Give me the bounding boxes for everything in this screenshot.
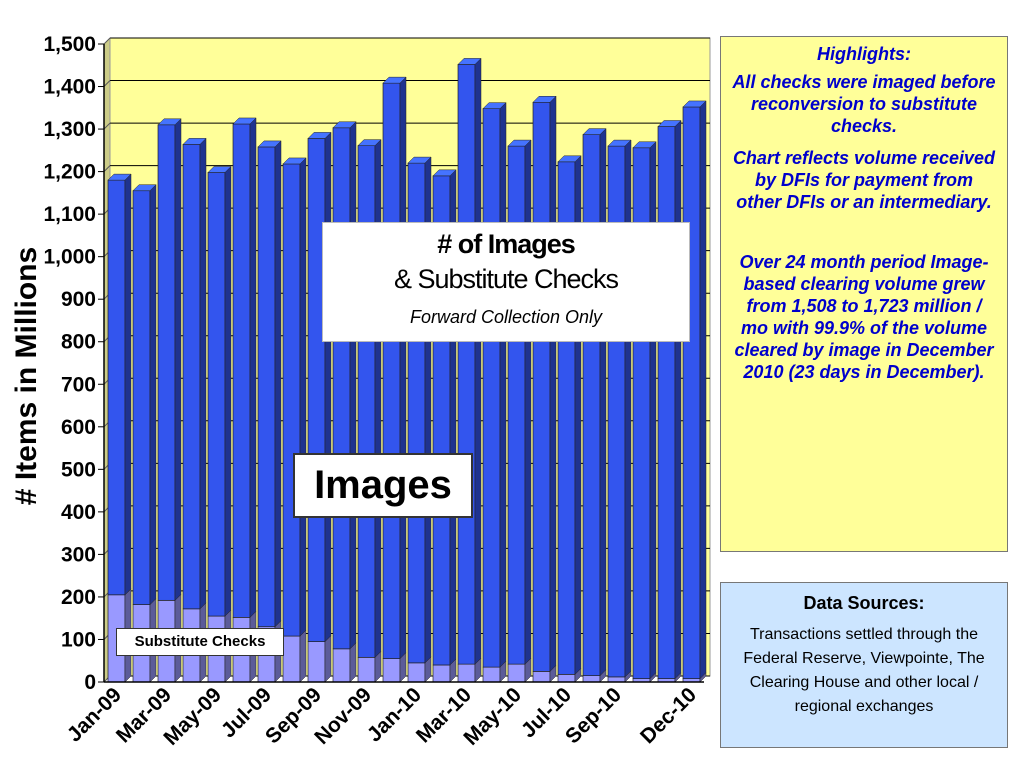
highlights-paragraph-1: All checks were imaged before reconversi…: [732, 72, 996, 136]
y-axis-label: # Items in Millions: [10, 247, 43, 505]
x-tick-label: Sep-10: [561, 683, 626, 748]
highlights-paragraph-3: Over 24 month period Image-based clearin…: [734, 252, 994, 382]
bar-images: [157, 118, 182, 601]
gridline-wall: [103, 37, 111, 45]
x-tick-label: Nov-09: [310, 683, 376, 749]
x-tick-label: Dec-10: [636, 683, 701, 748]
y-tick-label: 200: [61, 586, 96, 609]
data-sources-title: Data Sources:: [803, 593, 925, 613]
y-tick-label: 1,500: [43, 33, 96, 56]
gridline-wall: [103, 122, 111, 130]
y-tick-label: 100: [61, 628, 96, 651]
bar-images: [382, 76, 407, 660]
y-tick-label: 300: [61, 543, 96, 566]
bar-images: [282, 157, 307, 637]
images-series-label: Images: [293, 453, 473, 518]
substitute-checks-series-label: Substitute Checks: [116, 628, 284, 656]
bar-images: [107, 173, 132, 596]
bar-substitute-checks: [357, 650, 382, 683]
bar-images: [332, 121, 357, 650]
highlights-title: Highlights:: [817, 44, 911, 64]
bar-images: [657, 119, 682, 680]
bar-substitute-checks: [282, 629, 307, 683]
bar-images: [607, 139, 632, 678]
bar-substitute-checks: [332, 642, 357, 683]
bar-images: [232, 117, 257, 618]
bar-images: [532, 95, 557, 672]
bar-images: [357, 139, 382, 658]
bar-images: [582, 127, 607, 677]
chart-subtitle-2: Forward Collection Only: [409, 307, 603, 327]
bar-images: [482, 102, 507, 668]
chart-title: # of Images: [437, 229, 576, 259]
chart-title-box: # of Images & Substitute Checks Forward …: [322, 222, 690, 342]
gridline-wall: [103, 165, 111, 172]
y-tick-label: 1,100: [43, 203, 96, 226]
bar-images: [182, 137, 207, 610]
data-sources-text: Transactions settled through the Federal…: [743, 626, 985, 715]
y-tick-label: 500: [61, 458, 96, 481]
y-tick-label: 800: [61, 331, 96, 354]
bar-images: [257, 140, 282, 628]
bar-images: [207, 165, 232, 617]
chart-subtitle: & Substitute Checks: [393, 264, 619, 294]
y-tick-label: 0: [84, 671, 96, 694]
highlights-panel: Highlights: All checks were imaged befor…: [720, 36, 1008, 552]
y-tick-label: 1,000: [43, 246, 96, 269]
bar-substitute-checks: [432, 658, 457, 683]
y-tick-label: 700: [61, 373, 96, 396]
bar-images: [682, 100, 707, 680]
gridline-wall: [103, 80, 111, 87]
bar-images: [307, 131, 332, 643]
y-tick-label: 400: [61, 501, 96, 524]
y-tick-label: 900: [61, 288, 96, 311]
bar-images: [507, 139, 532, 665]
bar-images: [132, 184, 157, 606]
bar-substitute-checks: [307, 634, 332, 683]
highlights-paragraph-2: Chart reflects volume received by DFIs f…: [732, 148, 996, 212]
y-tick-label: 1,400: [43, 76, 96, 99]
y-tick-label: 1,300: [43, 118, 96, 141]
bar-images: [457, 57, 482, 665]
bar-substitute-checks: [407, 656, 432, 683]
y-tick-label: 600: [61, 416, 96, 439]
data-sources-panel: Data Sources: Transactions settled throu…: [720, 582, 1008, 748]
y-tick-label: 1,200: [43, 161, 96, 184]
bar-substitute-checks: [457, 657, 482, 683]
